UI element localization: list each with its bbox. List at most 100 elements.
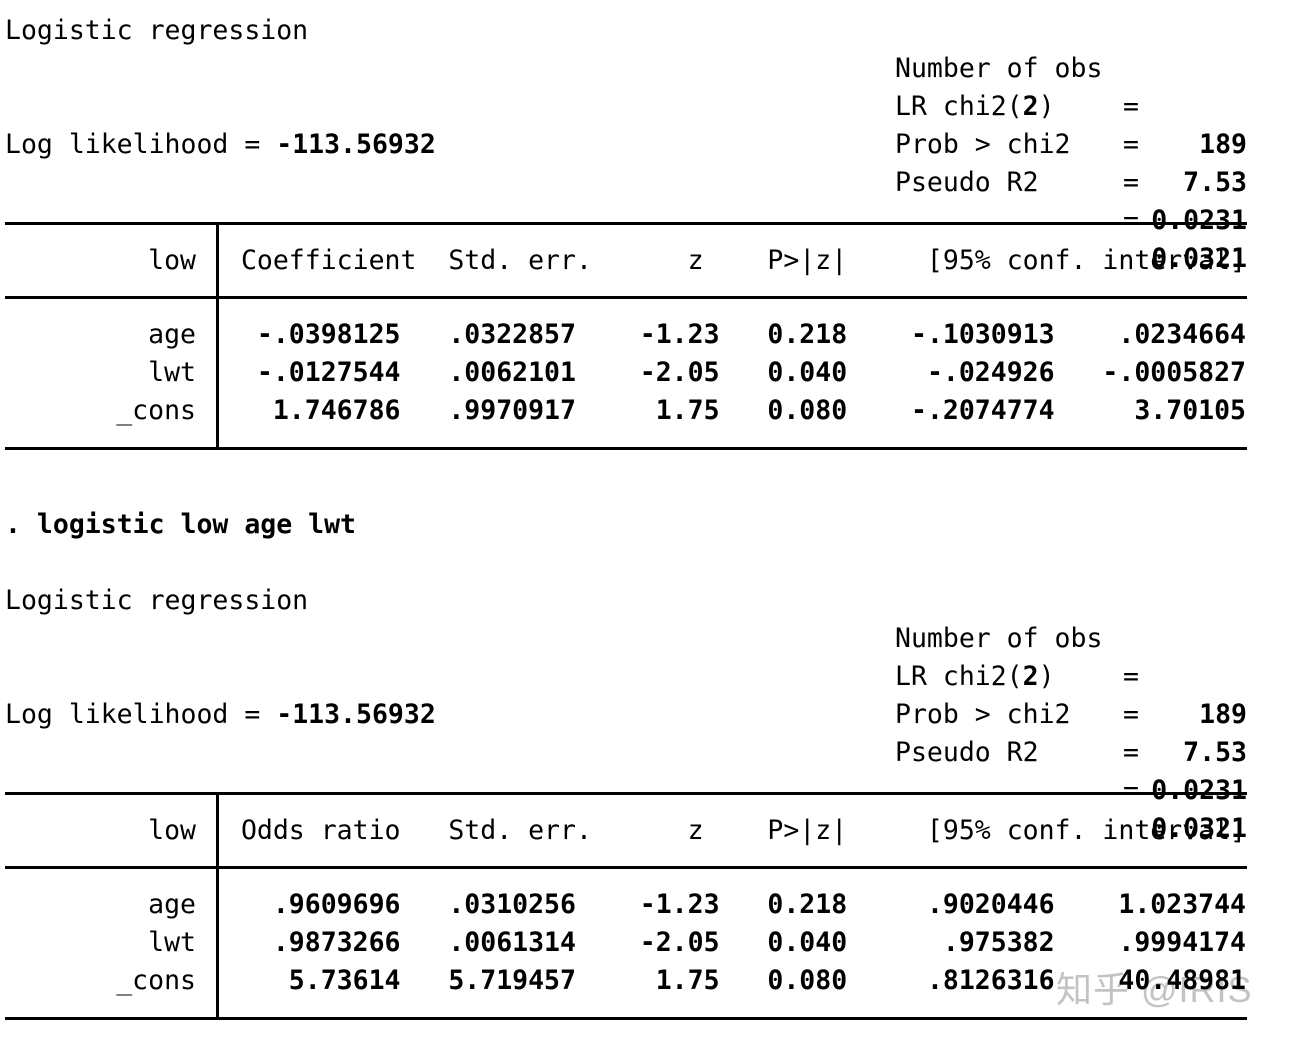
log-likelihood-line-2: Log likelihood = -113.56932 — [5, 699, 436, 730]
stat-row-pseudor2-2: Pseudo R2 = 0.0321 — [895, 696, 1247, 844]
stat-row-lrchi2-2: LR chi2(2) = 7.53 — [895, 620, 1247, 768]
z-value: -2.05 — [639, 926, 720, 958]
stat-value: 189 — [1199, 129, 1247, 160]
stderr-value: .0062101 — [448, 356, 576, 388]
ci-low: .975382 — [942, 926, 1055, 958]
ci-low: -.1030913 — [910, 318, 1055, 350]
stat-label: Prob > chi2 — [895, 129, 1071, 160]
stat-value: 0.0231 — [1151, 775, 1247, 806]
stat-label: LR chi2(2) — [895, 91, 1055, 122]
equals-sign: = — [1123, 129, 1139, 160]
col-header-z: z — [687, 245, 704, 276]
table-header-row: low Odds ratio Std. err. z P>|z| [95% co… — [5, 795, 1247, 869]
p-value: 0.040 — [767, 926, 848, 958]
ci-low: -.2074774 — [910, 394, 1055, 426]
stderr-value: .0322857 — [448, 318, 576, 350]
z-value: 1.75 — [655, 964, 720, 996]
command-line: . logistic low age lwt — [5, 506, 356, 544]
depvar-label: low — [148, 245, 196, 276]
ci-high: .9994174 — [1118, 926, 1247, 958]
col-header-stderr: Std. err. — [448, 245, 592, 276]
model-title-1: Logistic regression — [5, 15, 309, 46]
equals-sign: = — [1123, 775, 1139, 806]
table-vertical-rule — [216, 795, 219, 1017]
row-label: lwt — [148, 926, 196, 958]
table-row-age: age .9609696 .0310256 -1.23 0.218 .90204… — [5, 885, 1247, 923]
row-label: age — [148, 318, 196, 350]
col-header-confint: [95% conf. interval] — [926, 815, 1247, 846]
col-header-pvalue: P>|z| — [767, 815, 848, 846]
command-text: logistic low age lwt — [36, 509, 357, 540]
model-title-2: Logistic regression — [5, 585, 309, 616]
coef-value: 1.746786 — [272, 394, 401, 426]
stderr-value: .0310256 — [448, 888, 576, 920]
row-label: lwt — [148, 356, 196, 388]
log-likelihood-value: -113.56932 — [276, 699, 436, 730]
odds-ratio-table: low Odds ratio Std. err. z P>|z| [95% co… — [5, 792, 1247, 1020]
stat-label: LR chi2(2) — [895, 661, 1055, 692]
ci-low: .8126316 — [926, 964, 1055, 996]
coefficient-table: low Coefficient Std. err. z P>|z| [95% c… — [5, 222, 1247, 450]
ci-high: .0234664 — [1118, 318, 1247, 350]
ci-low: .9020446 — [926, 888, 1055, 920]
stat-label: Number of obs — [895, 53, 1103, 84]
p-value: 0.218 — [767, 888, 848, 920]
stderr-value: .9970917 — [448, 394, 576, 426]
stat-label: Pseudo R2 — [895, 737, 1039, 768]
stat-value: 0.0321 — [1151, 813, 1247, 844]
stat-label: Pseudo R2 — [895, 167, 1039, 198]
equals-sign: = — [1123, 661, 1139, 692]
table-row-age: age -.0398125 .0322857 -1.23 0.218 -.103… — [5, 315, 1247, 353]
p-value: 0.040 — [767, 356, 848, 388]
ci-high: 40.48981 — [1118, 964, 1247, 996]
equals-sign: = — [1123, 167, 1139, 198]
table-row-lwt: lwt .9873266 .0061314 -2.05 0.040 .97538… — [5, 923, 1247, 961]
equals-sign: = — [1123, 737, 1139, 768]
stat-row-prob-1: Prob > chi2 = 0.0231 — [895, 88, 1247, 236]
ci-high: 1.023744 — [1118, 888, 1247, 920]
table-header-row: low Coefficient Std. err. z P>|z| [95% c… — [5, 225, 1247, 299]
stat-value: 0.0321 — [1151, 243, 1247, 274]
p-value: 0.218 — [767, 318, 848, 350]
z-value: -1.23 — [639, 888, 720, 920]
ci-high: -.0005827 — [1102, 356, 1247, 388]
col-header-coefficient: Coefficient — [240, 245, 417, 276]
stat-value: 0.0231 — [1151, 205, 1247, 236]
ci-high: 3.70105 — [1134, 394, 1247, 426]
col-header-pvalue: P>|z| — [767, 245, 848, 276]
z-value: -2.05 — [639, 356, 720, 388]
stderr-value: .0061314 — [448, 926, 576, 958]
col-header-stderr: Std. err. — [448, 815, 592, 846]
stderr-value: 5.719457 — [448, 964, 576, 996]
equals-sign: = — [1123, 205, 1139, 236]
p-value: 0.080 — [767, 964, 848, 996]
equals-sign: = — [1123, 91, 1139, 122]
stat-row-obs-1: Number of obs = 189 — [895, 12, 1247, 160]
log-likelihood-line-1: Log likelihood = -113.56932 — [5, 129, 436, 160]
command-prompt: . — [5, 509, 37, 540]
oddsratio-value: 5.73614 — [288, 964, 401, 996]
stat-value: 7.53 — [1183, 737, 1247, 768]
oddsratio-value: .9609696 — [272, 888, 401, 920]
stat-row-lrchi2-1: LR chi2(2) = 7.53 — [895, 50, 1247, 198]
col-header-confint: [95% conf. interval] — [926, 245, 1247, 276]
table-body: age .9609696 .0310256 -1.23 0.218 .90204… — [5, 869, 1247, 1017]
p-value: 0.080 — [767, 394, 848, 426]
z-value: 1.75 — [655, 394, 720, 426]
table-row-cons: _cons 1.746786 .9970917 1.75 0.080 -.207… — [5, 391, 1247, 429]
stat-label: Number of obs — [895, 623, 1103, 654]
table-row-lwt: lwt -.0127544 .0062101 -2.05 0.040 -.024… — [5, 353, 1247, 391]
log-likelihood-value: -113.56932 — [276, 129, 436, 160]
oddsratio-value: .9873266 — [272, 926, 401, 958]
row-label: _cons — [116, 964, 196, 996]
col-header-oddsratio: Odds ratio — [240, 815, 401, 846]
row-label: age — [148, 888, 196, 920]
stat-row-obs-2: Number of obs = 189 — [895, 582, 1247, 730]
equals-sign: = — [1123, 699, 1139, 730]
stat-label: Prob > chi2 — [895, 699, 1071, 730]
depvar-label: low — [148, 815, 196, 846]
table-body: age -.0398125 .0322857 -1.23 0.218 -.103… — [5, 299, 1247, 447]
table-row-cons: _cons 5.73614 5.719457 1.75 0.080 .81263… — [5, 961, 1247, 999]
ci-low: -.024926 — [926, 356, 1055, 388]
